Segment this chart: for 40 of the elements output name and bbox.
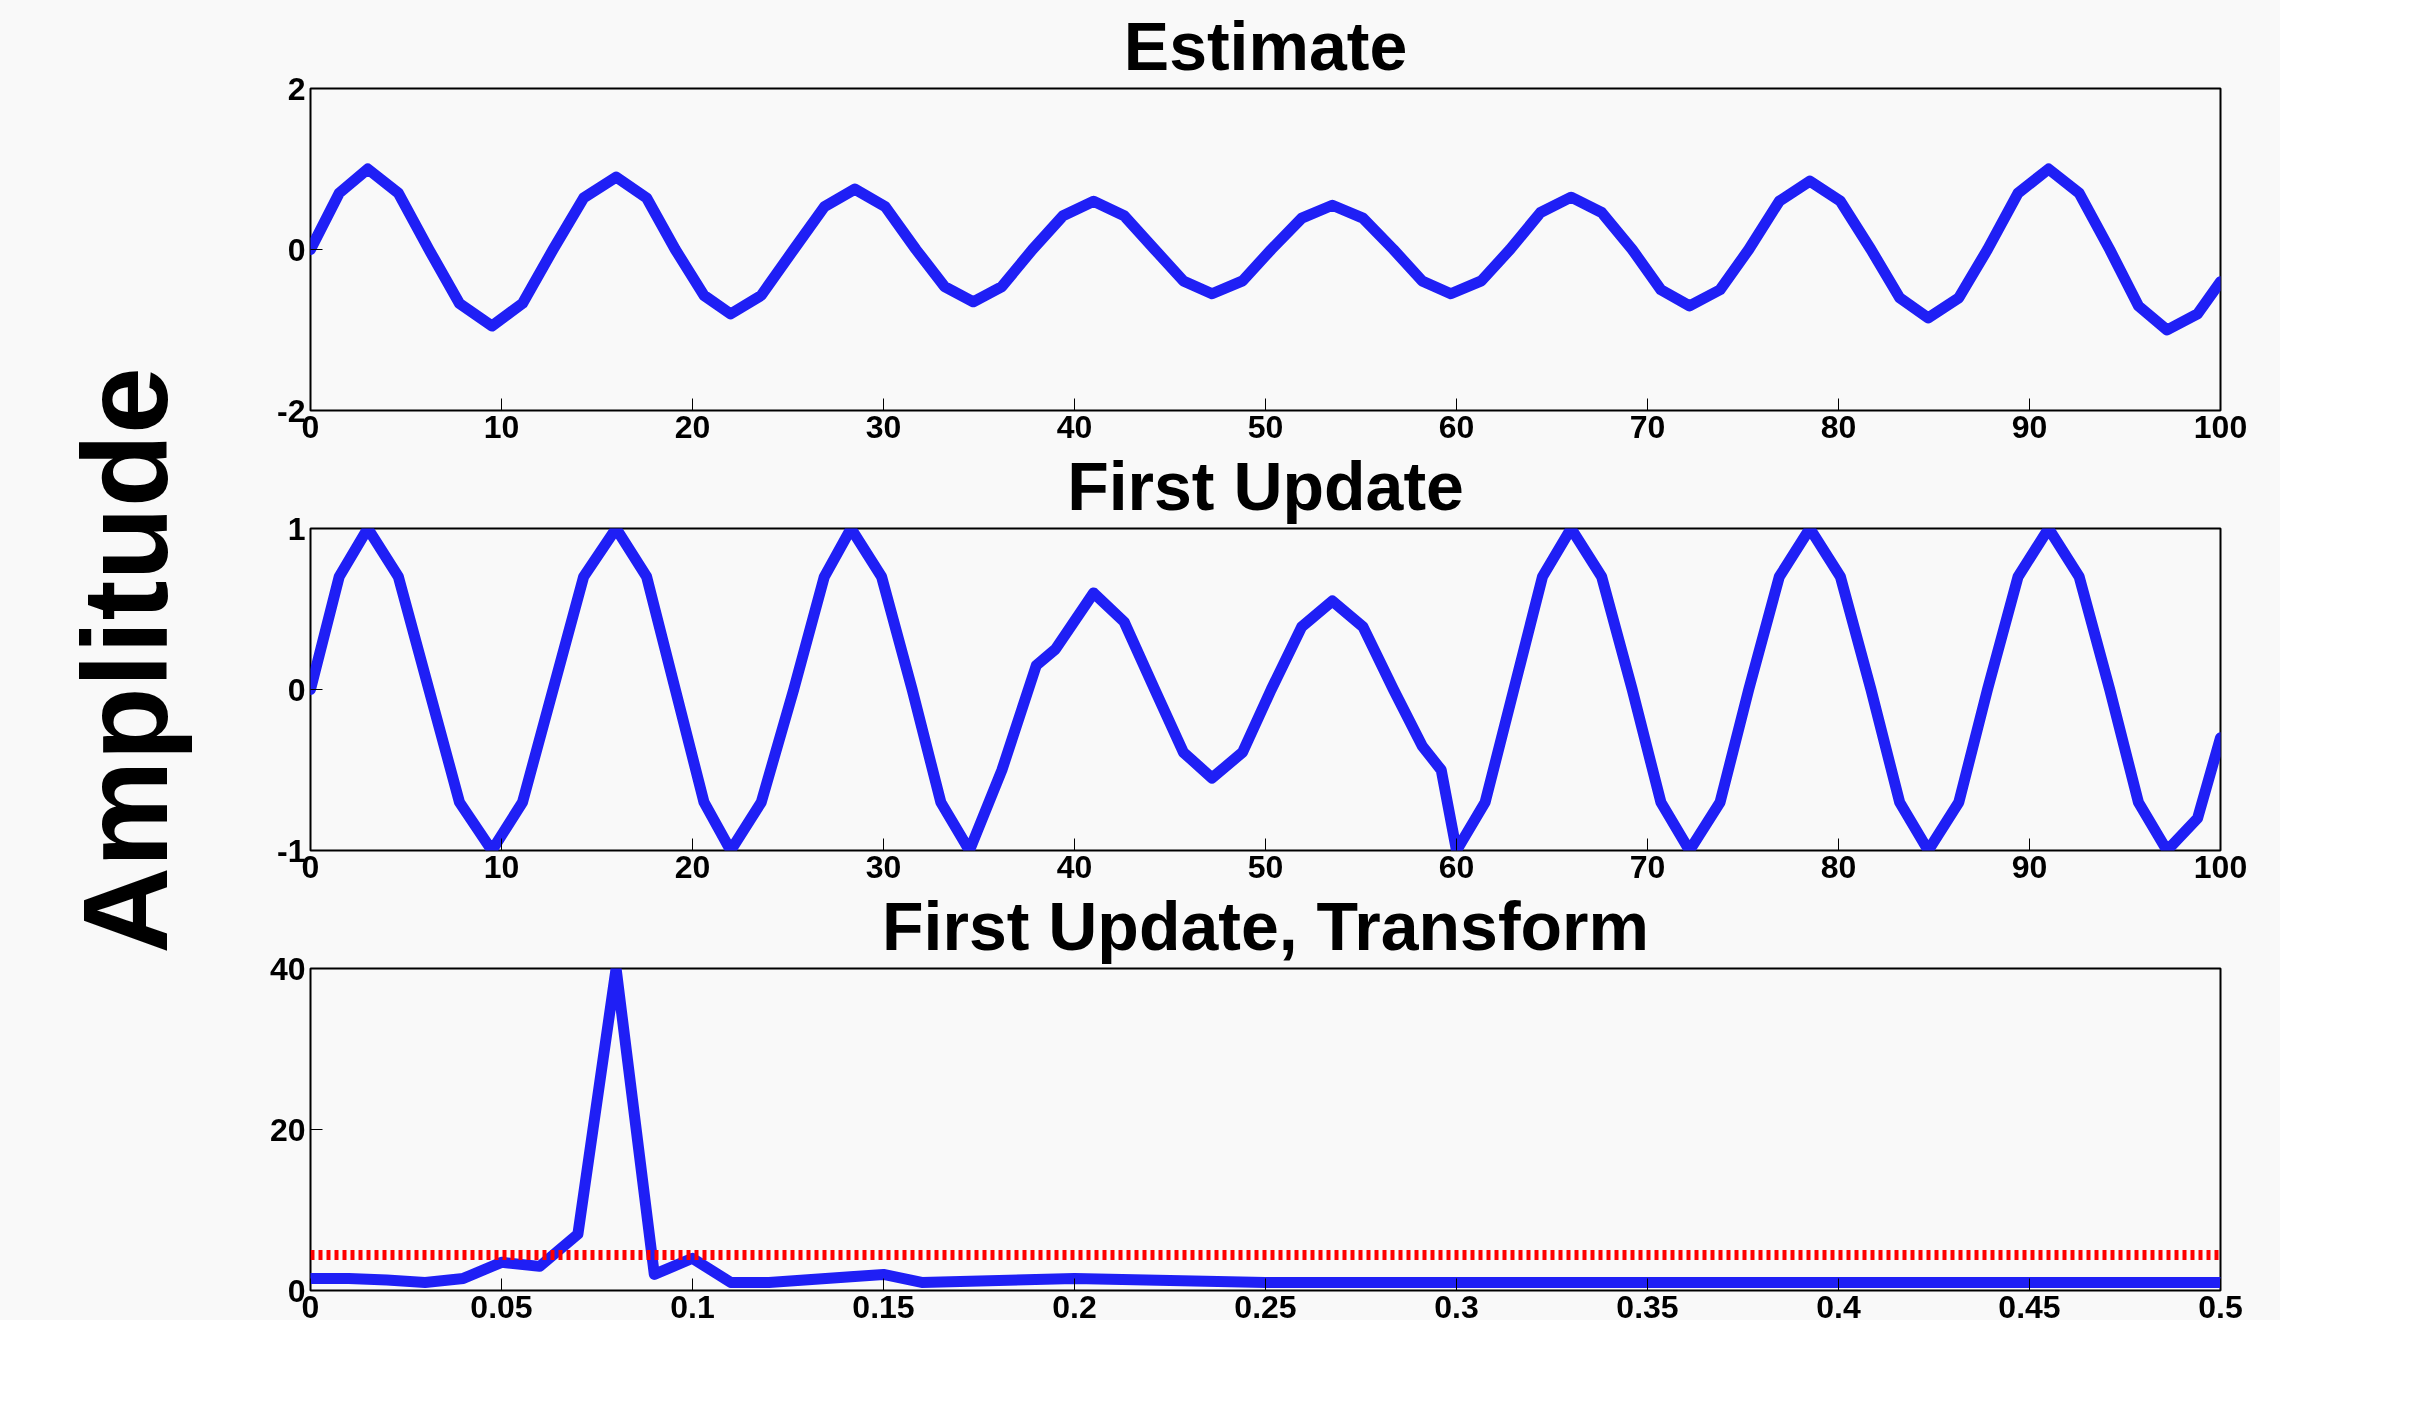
- y-tick-label: 1: [287, 510, 306, 547]
- x-tick-label: 60: [1438, 848, 1475, 885]
- y-tick-label: 2: [287, 70, 306, 107]
- x-tick-label: 50: [1247, 408, 1284, 445]
- x-tick-label: 40: [1056, 408, 1093, 445]
- x-tick-label: 70: [1629, 848, 1666, 885]
- x-tick-label: 100: [2193, 848, 2248, 885]
- chart-title: First Update: [1067, 447, 1464, 524]
- x-tick-label: 50: [1247, 848, 1284, 885]
- x-tick-label: 10: [483, 408, 520, 445]
- x-tick-label: 90: [2011, 408, 2048, 445]
- x-tick-label: 0.5: [2198, 1288, 2243, 1325]
- x-tick-label: 70: [1629, 408, 1666, 445]
- x-tick-label: 20: [674, 848, 711, 885]
- x-tick-label: 0.3: [1434, 1288, 1479, 1325]
- y-axis-title: Amplitude: [57, 367, 192, 954]
- x-tick-label: 0.1: [670, 1288, 715, 1325]
- x-tick-label: 30: [865, 848, 902, 885]
- x-tick-label: 90: [2011, 848, 2048, 885]
- x-tick-label: 40: [1056, 848, 1093, 885]
- x-tick-label: 20: [674, 408, 711, 445]
- y-tick-label: 0: [287, 671, 306, 708]
- x-tick-label: 0.45: [1998, 1288, 2061, 1325]
- x-tick-label: 0.4: [1816, 1288, 1861, 1325]
- x-tick-label: 10: [483, 848, 520, 885]
- x-tick-label: 0.25: [1234, 1288, 1297, 1325]
- x-tick-label: 30: [865, 408, 902, 445]
- x-tick-label: 0.2: [1052, 1288, 1097, 1325]
- x-tick-label: 0.35: [1616, 1288, 1679, 1325]
- y-tick-label: 0: [287, 231, 306, 268]
- chart-title: First Update, Transform: [881, 887, 1650, 964]
- chart-title: Estimate: [1123, 7, 1408, 84]
- x-tick-label: 60: [1438, 408, 1475, 445]
- x-tick-label: 80: [1820, 848, 1857, 885]
- x-tick-label: 0.05: [470, 1288, 533, 1325]
- x-tick-label: 80: [1820, 408, 1857, 445]
- y-tick-label: 40: [269, 950, 306, 987]
- y-tick-label: 20: [269, 1111, 306, 1148]
- x-tick-label: 100: [2193, 408, 2248, 445]
- x-tick-label: 0.15: [852, 1288, 915, 1325]
